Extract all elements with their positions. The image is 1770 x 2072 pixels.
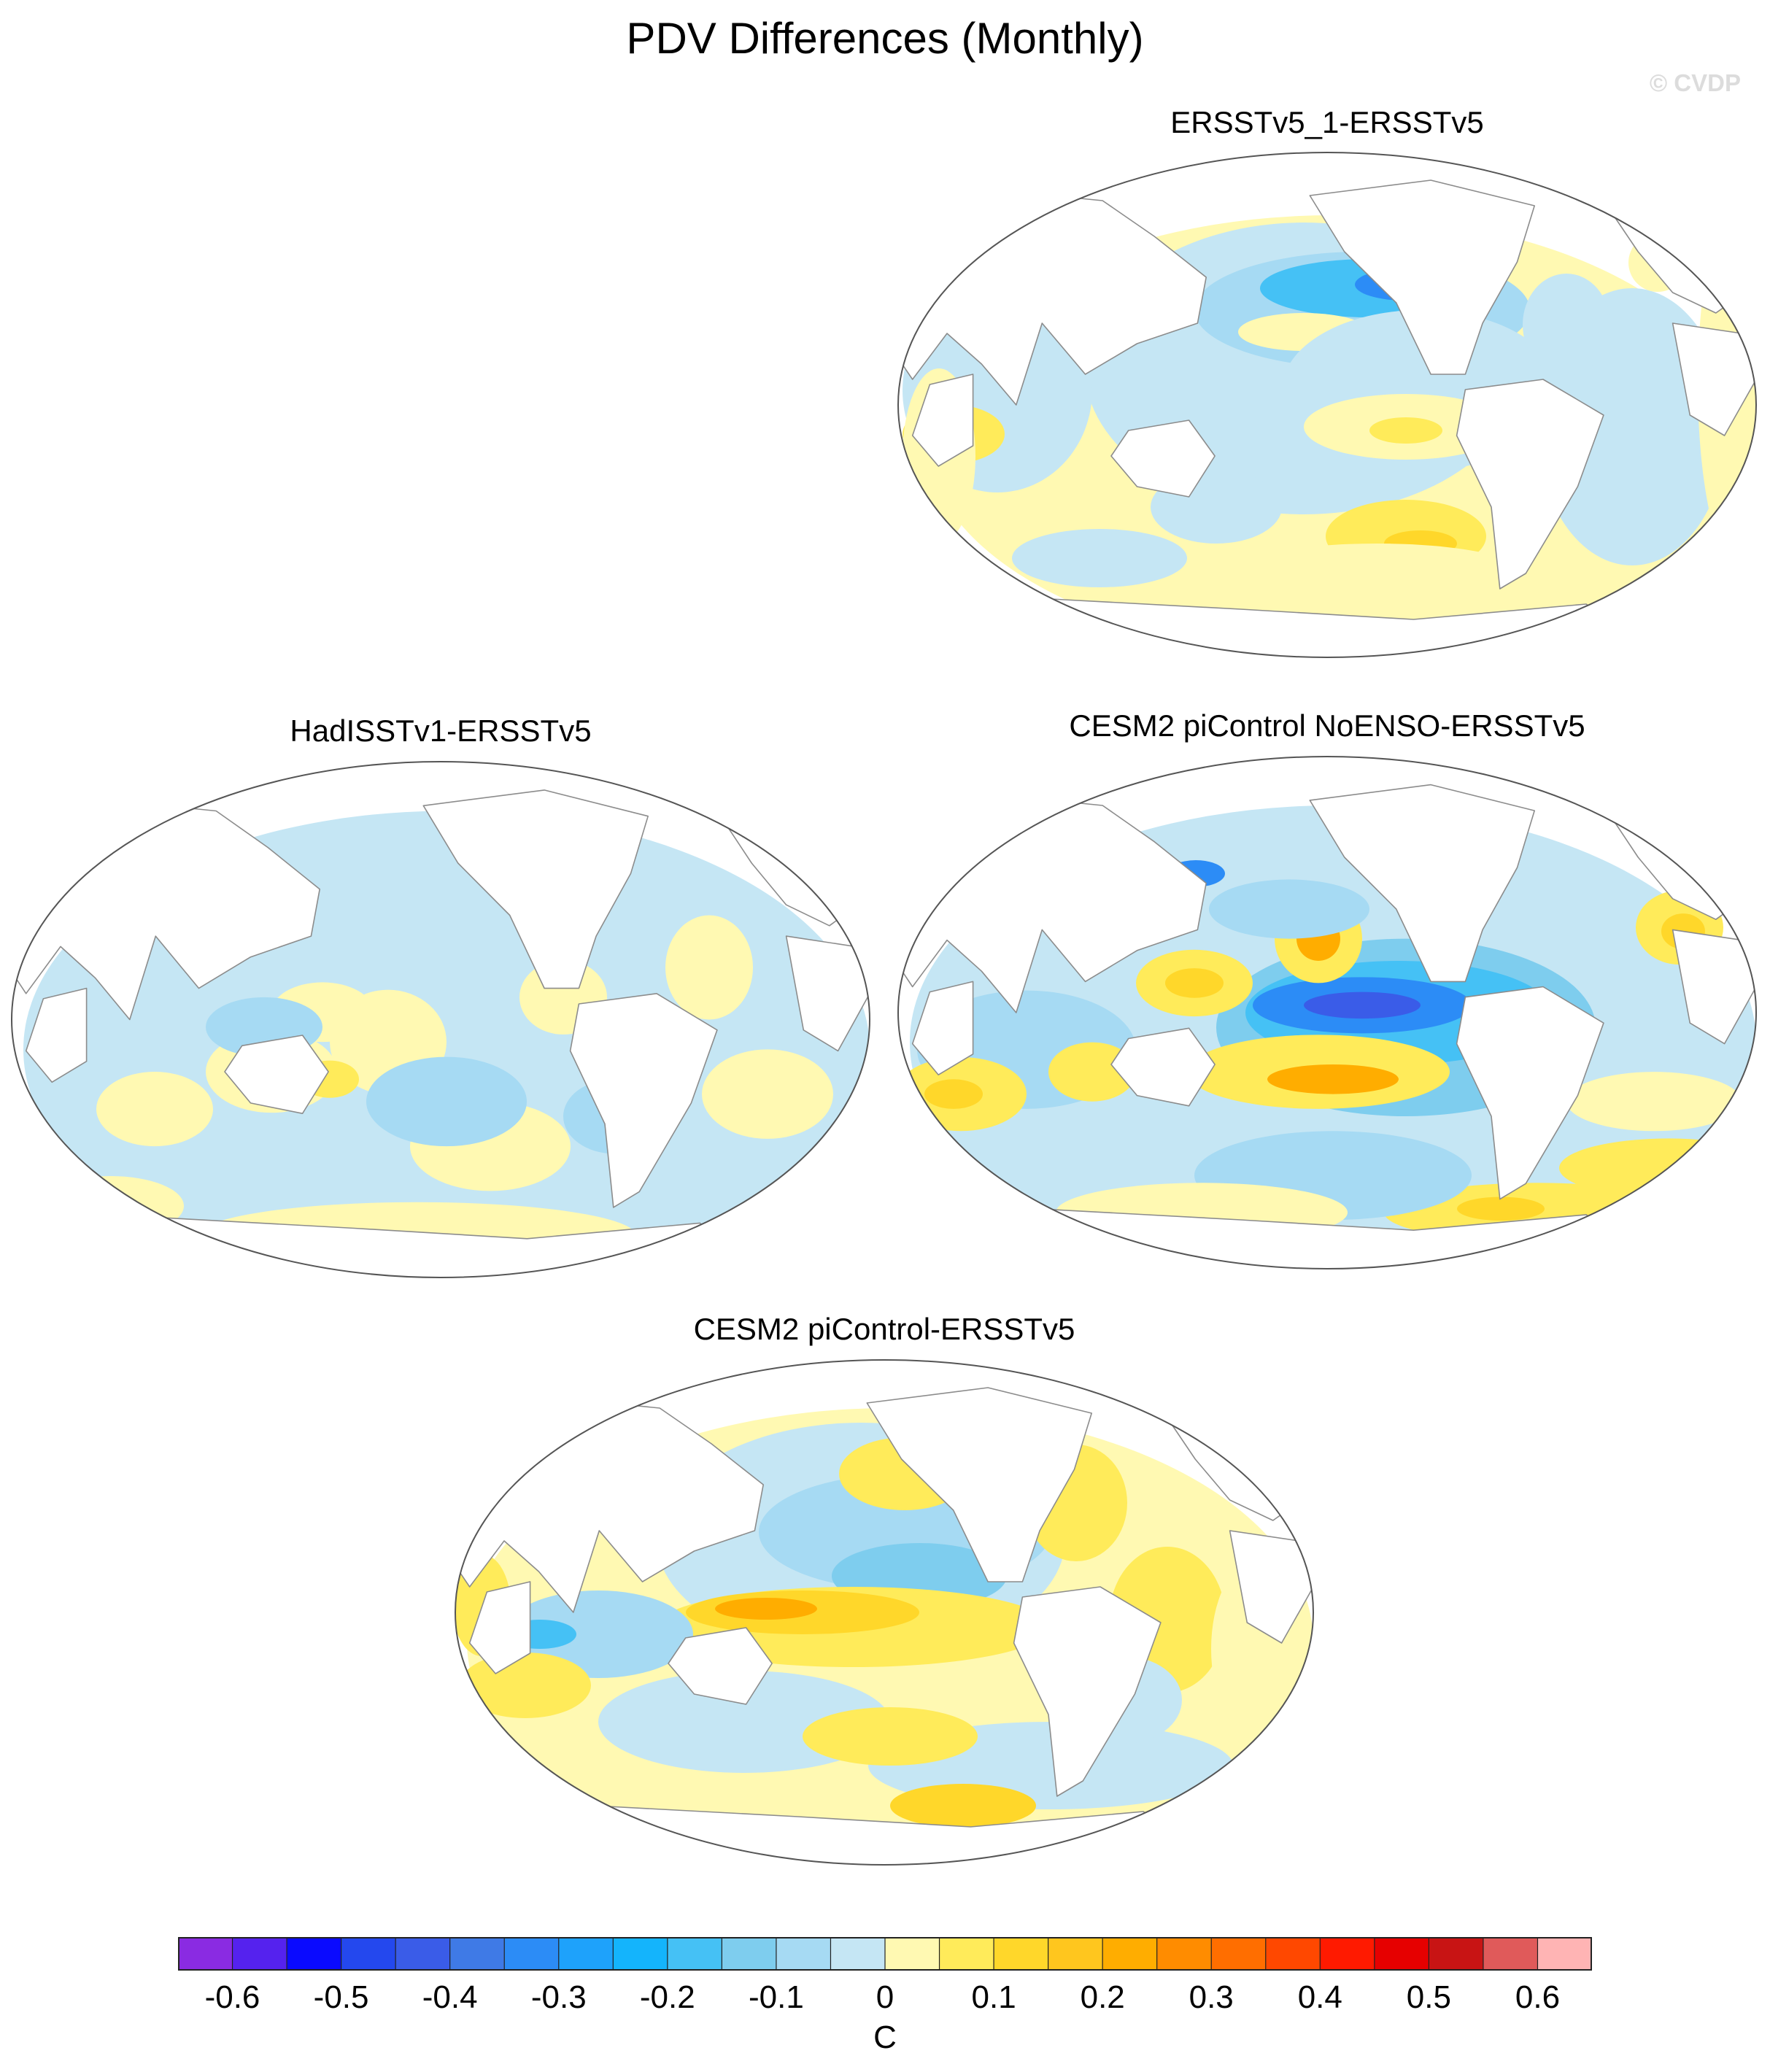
colorbar-tick-label: 0.3 (1189, 1979, 1234, 2015)
map-panel-cesm2-noenso (897, 756, 1757, 1269)
colorbar-box (885, 1937, 940, 1971)
colorbar-box (939, 1937, 994, 1971)
colorbar-box (667, 1937, 722, 1971)
colorbar-box (830, 1937, 886, 1971)
panel-title-cesm2-noenso: CESM2 piControl NoENSO-ERSSTv5 (1069, 708, 1585, 743)
colorbar-box (178, 1937, 233, 1971)
colorbar-box (776, 1937, 832, 1971)
colorbar-box (1320, 1937, 1375, 1971)
colorbar-box (1211, 1937, 1267, 1971)
colorbar-box (1483, 1937, 1539, 1971)
colorbar-box (395, 1937, 451, 1971)
colorbar-labels: -0.6 -0.5 -0.4 -0.3 -0.2 -0.1 0 0.1 0.2 0.3 0.4 0.5… (178, 1979, 1592, 2023)
colorbar-box (1537, 1937, 1592, 1971)
colorbar-tick-label: -0.4 (422, 1979, 478, 2015)
colorbar-tick-label: -0.6 (204, 1979, 260, 2015)
panel-title-cesm2-picontrol: CESM2 piControl-ERSSTv5 (693, 1312, 1075, 1346)
colorbar-box (504, 1937, 560, 1971)
colorbar-box (1048, 1937, 1103, 1971)
colorbar-tick-label: -0.5 (313, 1979, 369, 2015)
colorbar-tick-label: 0.2 (1080, 1979, 1125, 2015)
colorbar-box (287, 1937, 342, 1971)
colorbar-box (994, 1937, 1049, 1971)
panel-title-ersstv5-1: ERSSTv5_1-ERSSTv5 (1170, 105, 1484, 139)
colorbar-box (1429, 1937, 1484, 1971)
colorbar-box (449, 1937, 505, 1971)
colorbar-tick-label: 0 (876, 1979, 894, 2015)
colorbar-tick-label: 0.5 (1406, 1979, 1451, 2015)
colorbar-box (613, 1937, 668, 1971)
colorbar-box (1374, 1937, 1429, 1971)
colorbar-box (341, 1937, 396, 1971)
colorbar-tick-label: -0.2 (639, 1979, 695, 2015)
figure-title: PDV Differences (Monthly) (626, 14, 1144, 63)
colorbar-tick-label: -0.1 (748, 1979, 804, 2015)
colorbar (178, 1937, 1592, 1971)
colorbar-tick-label: 0.4 (1297, 1979, 1342, 2015)
colorbar-tick-label: 0.6 (1515, 1979, 1561, 2015)
colorbar-box (558, 1937, 614, 1971)
cvdp-credit: © CVDP (1649, 69, 1741, 96)
map-panel-hadisst (11, 761, 870, 1278)
colorbar-tick-label: -0.3 (530, 1979, 587, 2015)
colorbar-box (1102, 1937, 1158, 1971)
colorbar-unit: C (873, 2019, 897, 2055)
map-panel-cesm2-picontrol (455, 1359, 1314, 1866)
colorbar-box (722, 1937, 777, 1971)
colorbar-box (1156, 1937, 1212, 1971)
colorbar-box (232, 1937, 287, 1971)
colorbar-tick-label: 0.1 (971, 1979, 1016, 2015)
panel-title-hadisst: HadISSTv1-ERSSTv5 (290, 714, 592, 748)
colorbar-box (1265, 1937, 1321, 1971)
map-panel-ersstv5-1 (897, 152, 1757, 658)
